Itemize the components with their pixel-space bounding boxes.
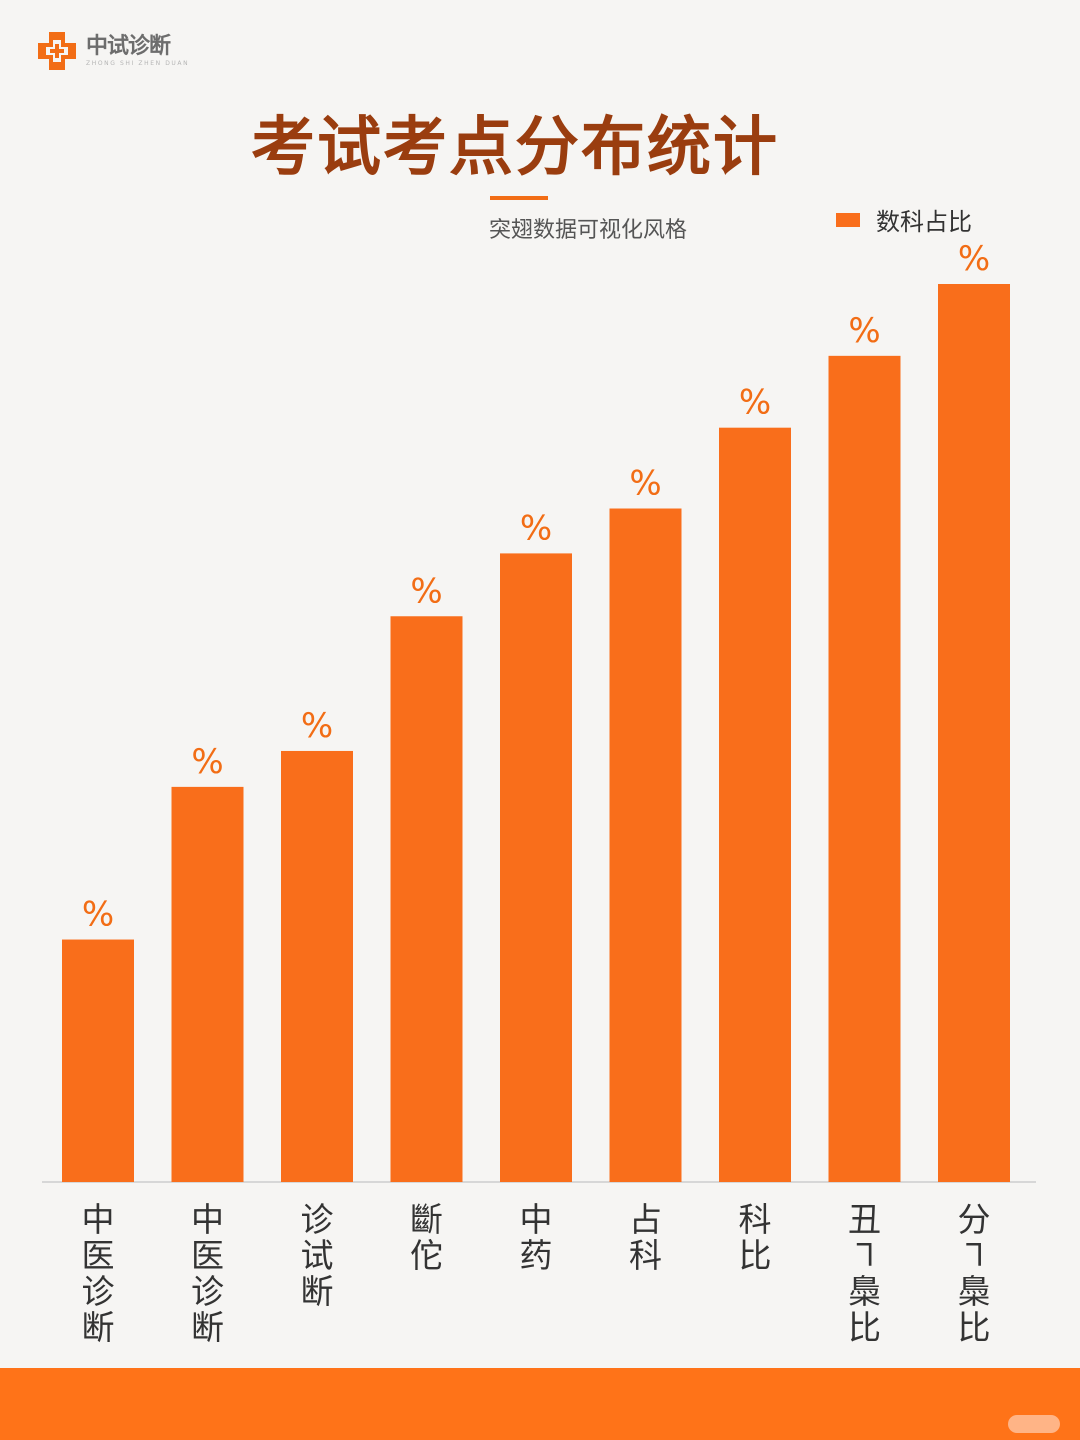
brand-name: 中试诊断 bbox=[86, 33, 171, 59]
legend-label: 数科占比 bbox=[876, 208, 972, 236]
data-label: % bbox=[301, 706, 333, 746]
x-tick-label: 占科 bbox=[629, 1200, 662, 1275]
data-label: % bbox=[739, 383, 771, 423]
chart-legend: 数科占比 bbox=[836, 202, 972, 237]
title-underline bbox=[490, 196, 548, 200]
x-tick-label: 斷佗 bbox=[410, 1200, 443, 1275]
cross-logo-icon bbox=[38, 32, 76, 70]
x-tick-label: 中医诊断 bbox=[191, 1200, 224, 1347]
x-tick-label: 诊试断 bbox=[300, 1200, 334, 1311]
footer-pill bbox=[1008, 1415, 1060, 1433]
bar bbox=[828, 355, 901, 1183]
brand-subtitle: ZHONG SHI ZHEN DUAN bbox=[86, 59, 190, 67]
data-label: % bbox=[958, 239, 990, 279]
legend-swatch bbox=[836, 212, 860, 227]
page-subtitle: 突翅数据可视化风格 bbox=[489, 218, 688, 243]
footer-band bbox=[0, 1368, 1080, 1440]
bar bbox=[719, 427, 791, 1182]
x-tick-label: 中药 bbox=[519, 1200, 553, 1275]
x-tick-label: 中医诊断 bbox=[81, 1200, 115, 1347]
bar bbox=[500, 553, 572, 1182]
data-label: % bbox=[191, 742, 223, 782]
data-label: % bbox=[82, 895, 114, 935]
data-label: % bbox=[848, 311, 880, 351]
bar bbox=[390, 616, 463, 1182]
x-tick-label: 科比 bbox=[738, 1200, 772, 1275]
page-title: 考试考点分布统计 bbox=[251, 111, 779, 185]
brand-logo: 中试诊断 ZHONG SHI ZHEN DUAN bbox=[34, 28, 189, 74]
bar bbox=[281, 750, 353, 1182]
x-tick-label: 分㇕䲷比 bbox=[957, 1200, 991, 1347]
data-label: % bbox=[520, 508, 552, 548]
x-tick-label: 丑㇕䲷比 bbox=[848, 1200, 881, 1347]
bar bbox=[938, 284, 1010, 1182]
data-label: % bbox=[629, 464, 661, 504]
bar bbox=[62, 939, 134, 1182]
data-label: % bbox=[410, 571, 442, 611]
bar bbox=[609, 508, 682, 1182]
bar bbox=[171, 786, 244, 1182]
